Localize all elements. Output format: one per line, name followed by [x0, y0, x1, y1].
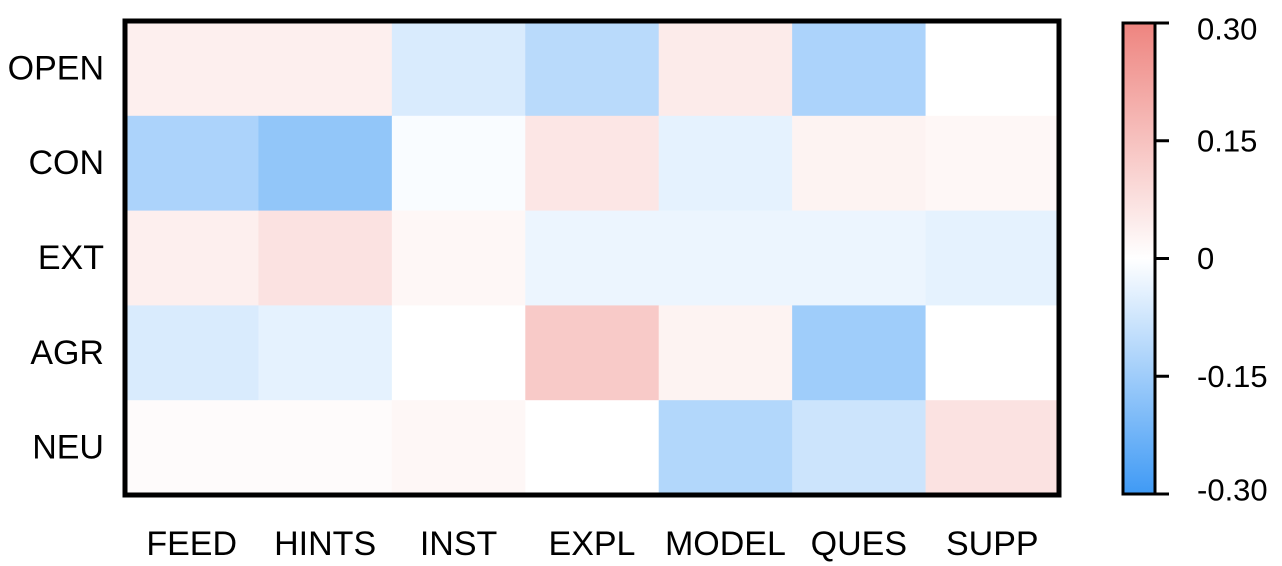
heatmap-cell-open-inst	[391, 21, 526, 117]
heatmap-cell-agr-feed	[125, 305, 260, 401]
heatmap-cell-agr-expl	[525, 305, 660, 401]
x-tick-label-supp: SUPP	[946, 525, 1039, 563]
y-axis-labels: OPEN CON EXT AGR NEU	[8, 49, 104, 466]
heatmap-cell-con-supp	[925, 115, 1060, 212]
x-tick-label-ques: QUES	[811, 525, 907, 563]
colorbar-tick-label: 0.30	[1197, 12, 1257, 47]
heatmap-cell-open-expl	[525, 21, 660, 117]
y-tick-label-open: OPEN	[8, 49, 104, 87]
heatmap-cell-con-inst	[391, 115, 526, 212]
heatmap-cell-neu-ques	[792, 400, 927, 496]
heatmap-cell-con-ques	[792, 115, 927, 212]
heatmap-cell-neu-inst	[391, 400, 526, 496]
colorbar-tick-label: -0.30	[1197, 473, 1268, 508]
y-tick-label-ext: EXT	[38, 239, 104, 277]
heatmap-cell-agr-supp	[925, 305, 1060, 401]
heatmap-cell-ext-expl	[525, 210, 660, 306]
heatmap-cell-neu-expl	[525, 400, 660, 496]
x-axis-labels: FEED HINTS INST EXPL MODEL QUES SUPP	[146, 525, 1038, 563]
x-tick-label-hints: HINTS	[274, 525, 376, 563]
heatmap-cell-neu-feed	[125, 400, 260, 496]
heatmap-cell-con-model	[658, 115, 793, 212]
heatmap-cell-open-ques	[792, 21, 927, 117]
plot-frame	[122, 18, 1062, 498]
heatmap-cell-con-feed	[125, 115, 260, 212]
x-tick-label-model: MODEL	[665, 525, 786, 563]
y-tick-label-agr: AGR	[30, 334, 104, 372]
heatmap-cell-neu-supp	[925, 400, 1060, 496]
heatmap-cells	[125, 21, 1060, 496]
x-tick-label-expl: EXPL	[549, 525, 636, 563]
heatmap-cell-agr-ques	[792, 305, 927, 401]
heatmap-cell-open-model	[658, 21, 793, 117]
heatmap-cell-ext-ques	[792, 210, 927, 306]
colorbar-tick-label: -0.15	[1197, 359, 1268, 394]
y-tick-label-neu: NEU	[32, 429, 104, 467]
heatmap-cell-open-hints	[258, 21, 393, 117]
heatmap-cell-agr-hints	[258, 305, 393, 401]
colorbar-tick-label: 0.15	[1197, 123, 1257, 158]
colorbar-ticks: 0.30 0.15 0 -0.15 -0.30	[1155, 12, 1268, 508]
heatmap-cell-open-feed	[125, 21, 260, 117]
heatmap-cell-agr-model	[658, 305, 793, 401]
heatmap-cell-neu-hints	[258, 400, 393, 496]
colorbar-gradient	[1121, 21, 1157, 496]
colorbar-tick-label: 0	[1197, 241, 1214, 276]
heatmap-cell-ext-inst	[391, 210, 526, 306]
heatmap-cell-ext-supp	[925, 210, 1060, 306]
heatmap-cell-agr-inst	[391, 305, 526, 401]
heatmap-cell-neu-model	[658, 400, 793, 496]
x-tick-label-inst: INST	[420, 525, 497, 563]
heatmap-cell-ext-feed	[125, 210, 260, 306]
heatmap-cell-ext-hints	[258, 210, 393, 306]
heatmap-cell-con-hints	[258, 115, 393, 212]
heatmap-cell-ext-model	[658, 210, 793, 306]
x-tick-label-feed: FEED	[146, 525, 237, 563]
colorbar: 0.30 0.15 0 -0.15 -0.30	[1121, 12, 1268, 508]
heatmap-cell-con-expl	[525, 115, 660, 212]
y-tick-label-con: CON	[28, 144, 104, 182]
heatmap-cell-open-supp	[925, 21, 1060, 117]
